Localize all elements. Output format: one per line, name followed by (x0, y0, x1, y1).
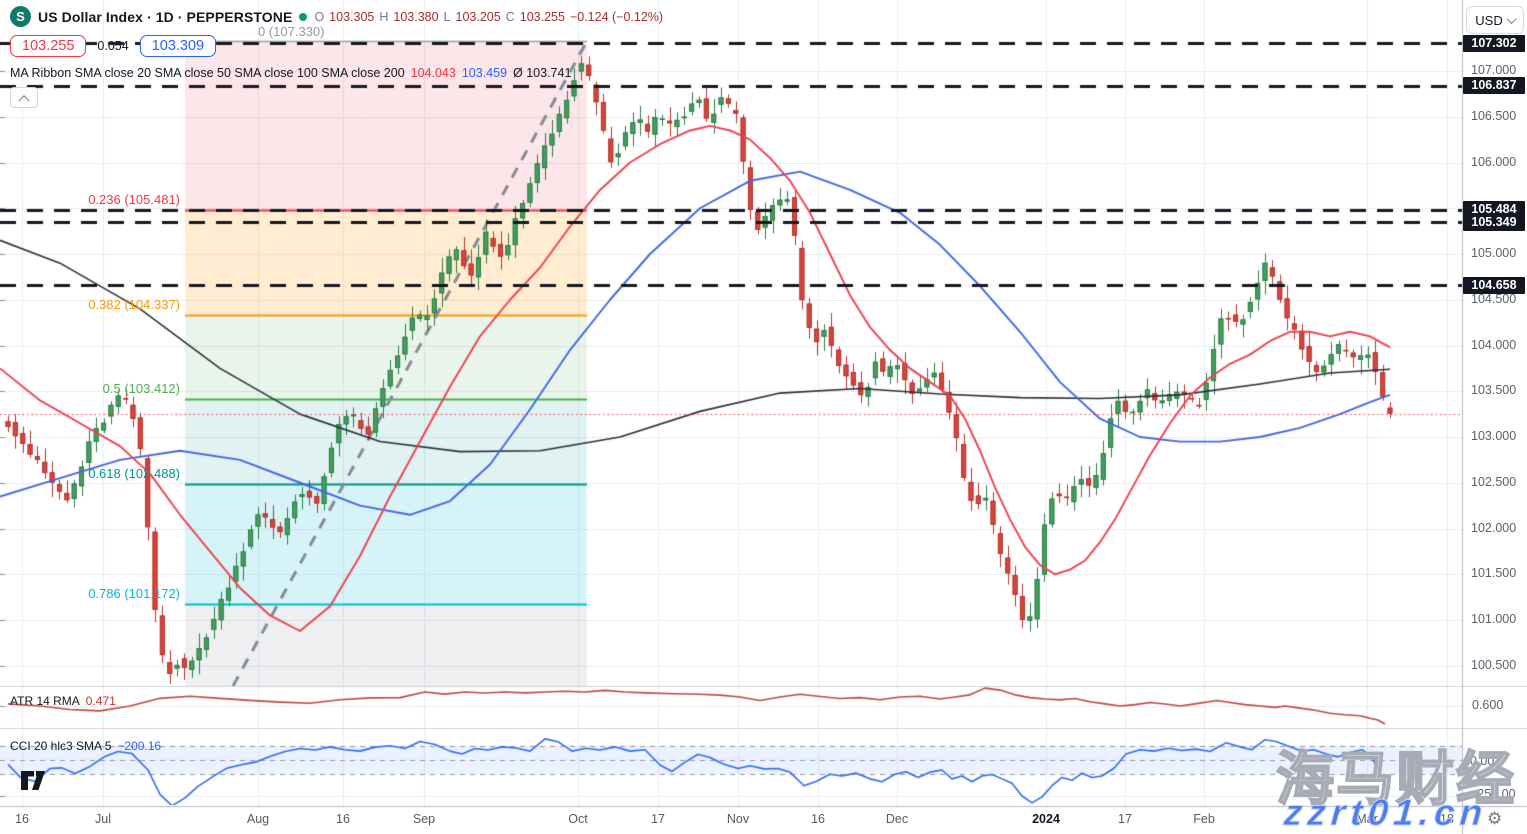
time-axis-settings-gear-icon[interactable]: ⚙ (1487, 809, 1503, 828)
cci-axis-label-zero: 0.00 (1470, 754, 1495, 768)
ma-avg-value: Ø 103.741 (513, 66, 572, 80)
open-value: 103.305 (329, 9, 375, 24)
close-value: 103.255 (519, 9, 565, 24)
sell-button[interactable]: 103.255 (10, 35, 87, 57)
spread-value: 0.054 (97, 39, 129, 53)
currency-label: USD (1475, 12, 1503, 28)
cci-axis-label-minus250: −250.00 (1470, 787, 1516, 801)
atr-value: 0.471 (85, 694, 116, 708)
symbol-row: S US Dollar Index · 1D · PEPPERSTONE O 10… (10, 6, 663, 27)
legend-collapse-button[interactable] (10, 87, 38, 108)
market-status-icon (299, 12, 308, 21)
ma-ribbon-label: MA Ribbon SMA close 20 SMA close 50 SMA … (10, 66, 405, 80)
chevron-down-icon (1506, 13, 1517, 24)
currency-selector[interactable]: USD (1466, 6, 1524, 34)
ma-ribbon-legend[interactable]: MA Ribbon SMA close 20 SMA close 50 SMA … (10, 66, 663, 80)
time-axis[interactable] (0, 807, 1462, 834)
change-value: −0.124 (−0.12%) (569, 9, 664, 24)
symbol-logo-icon: S (10, 6, 31, 27)
symbol-title[interactable]: US Dollar Index · 1D · PEPPERSTONE (38, 8, 293, 25)
close-label: C (505, 9, 515, 24)
ohlc-readout: O 103.305 H 103.380 L 103.205 C 103.255 −0.1… (314, 10, 663, 24)
ma-fast-value: 104.043 (410, 66, 456, 80)
chevron-up-icon (18, 94, 30, 106)
buy-button[interactable]: 103.309 (139, 35, 217, 57)
atr-label: ATR 14 RMA (10, 694, 80, 708)
tradingview-logo-icon[interactable] (21, 771, 49, 793)
price-axis[interactable] (1463, 0, 1527, 806)
cci-indicator-legend[interactable]: CCI 20 hlc3 SMA 5 −200.16 (10, 739, 161, 753)
low-label: L (443, 9, 451, 24)
open-label: O (314, 9, 325, 24)
ma-mid-value: 103.459 (461, 66, 508, 80)
low-value: 103.205 (455, 9, 501, 24)
cci-value: −200.16 (117, 739, 162, 753)
chart-legend: S US Dollar Index · 1D · PEPPERSTONE O 10… (10, 6, 663, 108)
high-value: 103.380 (393, 9, 439, 24)
buy-sell-panel: 103.255 0.054 103.309 (10, 35, 663, 57)
atr-indicator-legend[interactable]: ATR 14 RMA 0.471 (10, 694, 116, 708)
high-label: H (379, 9, 389, 24)
cci-label: CCI 20 hlc3 SMA 5 (10, 739, 112, 753)
